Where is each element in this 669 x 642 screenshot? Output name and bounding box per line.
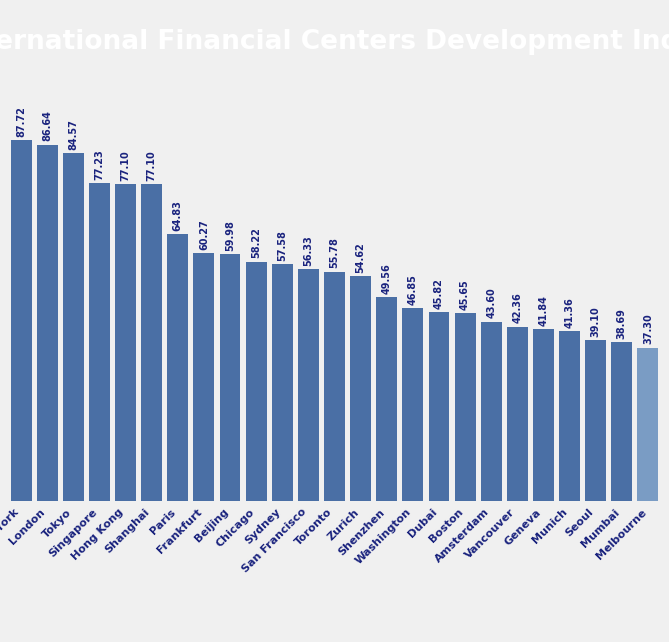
Text: 45.82: 45.82 [434,279,444,309]
Text: Vancouver: Vancouver [464,507,517,560]
Bar [611,342,632,501]
Text: 42.36: 42.36 [512,293,522,324]
Text: 86.64: 86.64 [42,110,52,141]
Text: 60.27: 60.27 [199,219,209,250]
Text: Dubai: Dubai [406,507,439,540]
Text: 57.58: 57.58 [277,230,287,261]
Text: Mumbai: Mumbai [580,507,622,549]
Text: Zurich: Zurich [325,507,361,542]
Text: 77.10: 77.10 [147,150,157,180]
Text: Geneva: Geneva [503,507,543,547]
Bar [115,184,136,501]
Text: Chicago: Chicago [214,507,256,549]
Text: 45.65: 45.65 [460,279,470,310]
Text: 38.69: 38.69 [617,308,627,338]
Text: Toronto: Toronto [294,507,334,548]
Text: International Financial Centers Development Index: International Financial Centers Developm… [0,29,669,55]
Text: 77.10: 77.10 [120,150,130,180]
Bar [559,331,580,501]
Bar [585,340,606,501]
Text: Shanghai: Shanghai [104,507,152,555]
Text: 41.36: 41.36 [565,297,575,327]
Bar [350,276,371,501]
Bar [167,234,188,501]
Bar [193,253,214,501]
Bar [403,308,423,501]
Text: Singapore: Singapore [47,507,100,559]
Bar [455,313,476,501]
Text: Boston: Boston [427,507,465,544]
Text: New York: New York [0,507,21,555]
Text: Amsterdam: Amsterdam [434,507,491,565]
Bar [533,329,554,501]
Bar [638,347,658,501]
Text: 59.98: 59.98 [225,220,235,251]
Bar [246,261,266,501]
Text: 56.33: 56.33 [303,235,313,266]
Text: Sydney: Sydney [243,507,282,546]
Bar [219,254,240,501]
Bar [89,184,110,501]
Text: 87.72: 87.72 [16,106,26,137]
Text: Shenzhen: Shenzhen [337,507,387,557]
Text: 64.83: 64.83 [173,200,183,231]
Bar [11,141,31,501]
Text: Hong Kong: Hong Kong [70,507,126,562]
Bar [324,272,345,501]
Text: 58.22: 58.22 [251,227,261,258]
Text: 55.78: 55.78 [330,238,339,268]
Bar [507,327,528,501]
Text: Seoul: Seoul [564,507,595,539]
Text: Beijing: Beijing [193,507,230,544]
Text: 54.62: 54.62 [356,242,366,273]
Text: 37.30: 37.30 [643,313,653,344]
Bar [141,184,162,501]
Bar [37,145,58,501]
Text: Paris: Paris [149,507,178,536]
Text: 46.85: 46.85 [408,274,418,305]
Bar [63,153,84,501]
Text: 41.84: 41.84 [539,295,549,325]
Bar [481,322,502,501]
Text: 49.56: 49.56 [382,263,392,294]
Text: 84.57: 84.57 [68,119,78,150]
Bar [376,297,397,501]
Bar [272,264,293,501]
Text: Munich: Munich [531,507,569,546]
Bar [298,269,319,501]
Text: Frankfurt: Frankfurt [155,507,204,555]
Text: London: London [7,507,47,546]
Text: Washington: Washington [353,507,413,566]
Text: Melbourne: Melbourne [594,507,648,561]
Text: 43.60: 43.60 [486,288,496,318]
Text: Tokyo: Tokyo [41,507,74,539]
Text: San Francisco: San Francisco [240,507,308,575]
Bar [429,313,450,501]
Text: 39.10: 39.10 [591,306,601,337]
Text: 77.23: 77.23 [94,150,104,180]
